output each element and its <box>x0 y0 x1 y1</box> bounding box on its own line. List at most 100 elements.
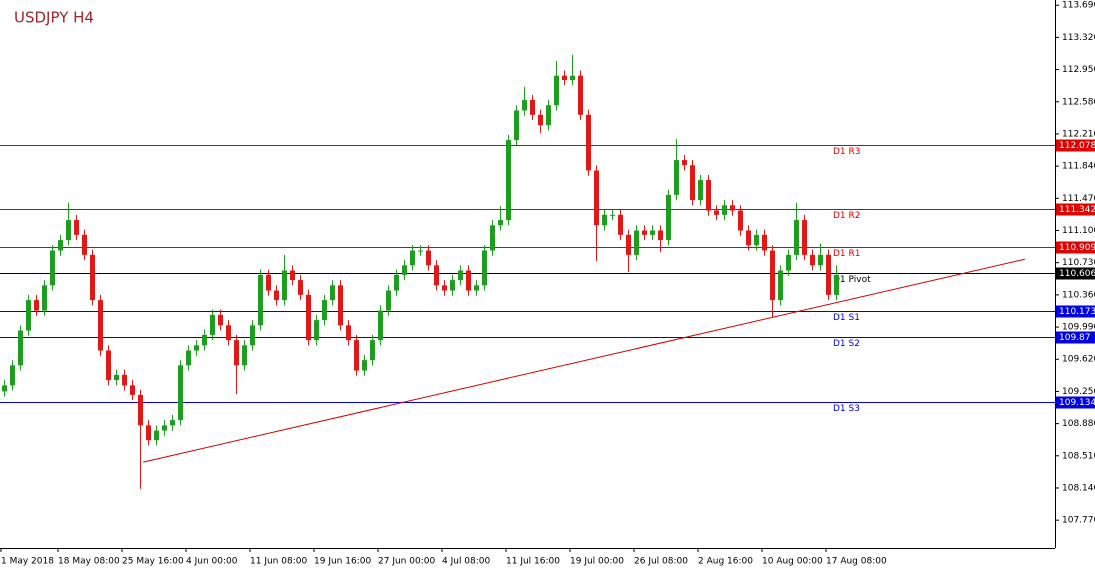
candle-body <box>178 365 183 421</box>
candle-body <box>442 285 447 291</box>
candle-body <box>746 230 751 246</box>
candle-body <box>186 350 191 366</box>
candle-body <box>346 325 351 341</box>
price-box-label: 109.134 <box>1059 398 1095 408</box>
candle-body <box>306 294 311 341</box>
candle-body <box>834 274 839 295</box>
candle-body <box>122 374 127 386</box>
candle-body <box>706 180 711 211</box>
y-tick-label: 111.470 <box>1062 194 1095 204</box>
candle-body <box>202 334 207 346</box>
x-tick-label: 4 Jun 00:00 <box>186 557 238 567</box>
candle-body <box>682 160 687 166</box>
y-tick-label: 109.990 <box>1062 323 1095 333</box>
candle-body <box>498 220 503 226</box>
candle-body <box>314 320 319 341</box>
candle-body <box>258 274 263 326</box>
x-tick-label: 17 Aug 08:00 <box>826 557 887 567</box>
candle-body <box>602 214 607 226</box>
candle-body <box>26 300 31 331</box>
candle-body <box>50 250 55 286</box>
candle-body <box>210 314 215 335</box>
candle-body <box>218 314 223 326</box>
price-box-label: 110.606 <box>1059 269 1095 279</box>
candle-body <box>170 420 175 426</box>
candle-body <box>826 254 831 295</box>
candle-body <box>250 325 255 346</box>
candle-body <box>338 285 343 326</box>
candle-body <box>362 360 367 371</box>
y-tick-label: 110.730 <box>1062 258 1095 268</box>
candle-body <box>586 114 591 171</box>
candle-body <box>354 340 359 371</box>
candle-body <box>10 365 15 386</box>
y-tick-label: 112.950 <box>1062 65 1095 75</box>
candle-body <box>714 210 719 215</box>
y-tick-label: 107.770 <box>1062 516 1095 526</box>
candle-body <box>490 225 495 251</box>
candle-body <box>106 350 111 381</box>
candle-body <box>474 285 479 291</box>
candle-body <box>810 254 815 266</box>
candle-body <box>154 430 159 441</box>
candle-body <box>730 205 735 211</box>
y-tick-label: 111.840 <box>1062 162 1095 172</box>
candle-body <box>298 280 303 295</box>
price-box-label: 110.909 <box>1059 243 1095 253</box>
candle-body <box>794 220 799 255</box>
candle-body <box>658 230 663 241</box>
candle-body <box>722 205 727 215</box>
candle-body <box>274 290 279 301</box>
x-tick-label: 26 Jul 08:00 <box>634 557 688 567</box>
candle-body <box>370 340 375 361</box>
candle-body <box>594 170 599 226</box>
y-tick-label: 113.320 <box>1062 33 1095 43</box>
pivot-name: D1 Pivot <box>833 275 871 285</box>
candle-body <box>666 194 671 241</box>
candle-body <box>114 374 119 381</box>
candle-body <box>234 340 239 366</box>
x-tick-label: 2 Aug 16:00 <box>698 557 753 567</box>
candle-body <box>818 254 823 266</box>
x-tick-label: 4 Jul 08:00 <box>442 557 491 567</box>
price-box-label: 110.173 <box>1059 307 1095 317</box>
candle-body <box>330 285 335 301</box>
candle-body <box>34 300 39 311</box>
candle-body <box>538 114 543 126</box>
candle-body <box>402 265 407 275</box>
candle-body <box>378 310 383 341</box>
candle-body <box>562 75 567 81</box>
candle-body <box>570 75 575 81</box>
x-tick-label: 19 Jun 16:00 <box>314 557 371 567</box>
candle-body <box>482 250 487 286</box>
candle-body <box>698 180 703 201</box>
candle-body <box>394 274 399 291</box>
candle-body <box>778 270 783 301</box>
candle-body <box>690 165 695 201</box>
price-box <box>1056 267 1095 280</box>
candle-body <box>546 105 551 126</box>
x-tick-label: 19 Jul 00:00 <box>570 557 624 567</box>
candle-body <box>138 394 143 426</box>
x-tick-label: 11 Jul 16:00 <box>506 557 560 567</box>
candle-body <box>266 274 271 291</box>
candle-body <box>90 254 95 301</box>
y-tick-label: 112.580 <box>1062 97 1095 107</box>
x-tick-label: 18 May 08:00 <box>58 557 120 567</box>
pivot-name: D1 R1 <box>833 249 861 259</box>
y-tick-label: 113.690 <box>1062 1 1095 11</box>
candle-body <box>194 345 199 351</box>
y-tick-label: 112.210 <box>1062 129 1095 139</box>
x-tick-label: 25 May 16:00 <box>122 557 184 567</box>
y-tick-label: 108.140 <box>1062 483 1095 493</box>
pivot-name: D1 R3 <box>833 147 861 157</box>
candle-body <box>74 220 79 235</box>
price-box-label: 109.87 <box>1059 333 1091 343</box>
candle-body <box>642 230 647 235</box>
y-tick-label: 111.100 <box>1062 226 1095 236</box>
candle-body <box>610 214 615 216</box>
pivot-name: D1 R2 <box>833 211 861 221</box>
candle-body <box>466 270 471 291</box>
candle-body <box>458 270 463 281</box>
